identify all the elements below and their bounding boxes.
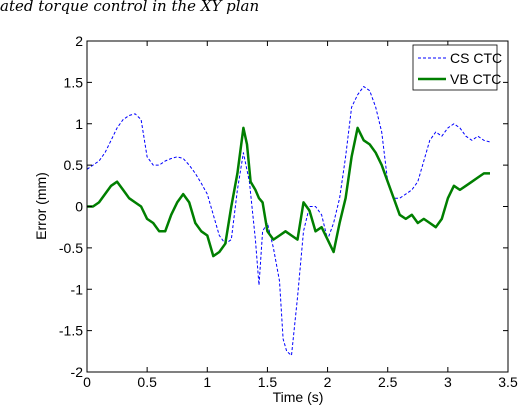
y-tick-label: 1.5 xyxy=(64,74,84,90)
x-axis-label: Time (s) xyxy=(273,389,324,405)
y-tick-label: 2 xyxy=(75,33,83,49)
x-tick-label: 1 xyxy=(203,374,211,390)
legend-label-cs: CS CTC xyxy=(450,50,502,66)
plot-background xyxy=(87,41,508,372)
y-tick-label: -2 xyxy=(71,364,84,380)
x-tick-label: 3.5 xyxy=(498,374,518,390)
legend-box xyxy=(412,44,498,91)
series-line-vb-ctc xyxy=(87,126,490,258)
legend: CS CTC VB CTC xyxy=(412,44,502,91)
y-tick-label: 0 xyxy=(75,199,83,215)
y-tick-label: -1 xyxy=(71,281,84,297)
x-tick-label: 0.5 xyxy=(137,374,157,390)
y-tick-label: 1 xyxy=(75,116,83,132)
x-tick-label: 2 xyxy=(324,374,332,390)
x-tick-label: 0 xyxy=(83,374,91,390)
x-tick-label: 3 xyxy=(444,374,452,390)
y-tick-label: 0.5 xyxy=(64,157,84,173)
series-layer xyxy=(86,86,491,356)
ticks: 0 0.5 1 1.5 2 2.5 3 3.5 -2 -1.5 -1 -0.5 0 0.5 1 1.5 2 xyxy=(59,33,518,390)
figure-caption: ated torque control in the XY plan xyxy=(0,0,260,15)
plot-area xyxy=(87,41,508,372)
legend-label-vb: VB CTC xyxy=(450,71,501,87)
series-line-cs-ctc xyxy=(86,86,491,356)
x-tick-label: 1.5 xyxy=(258,374,278,390)
x-tick-label: 2.5 xyxy=(378,374,398,390)
y-tick-label: -0.5 xyxy=(59,240,83,256)
y-tick-label: -1.5 xyxy=(59,323,83,339)
y-axis-label: Error (mm) xyxy=(33,172,49,240)
